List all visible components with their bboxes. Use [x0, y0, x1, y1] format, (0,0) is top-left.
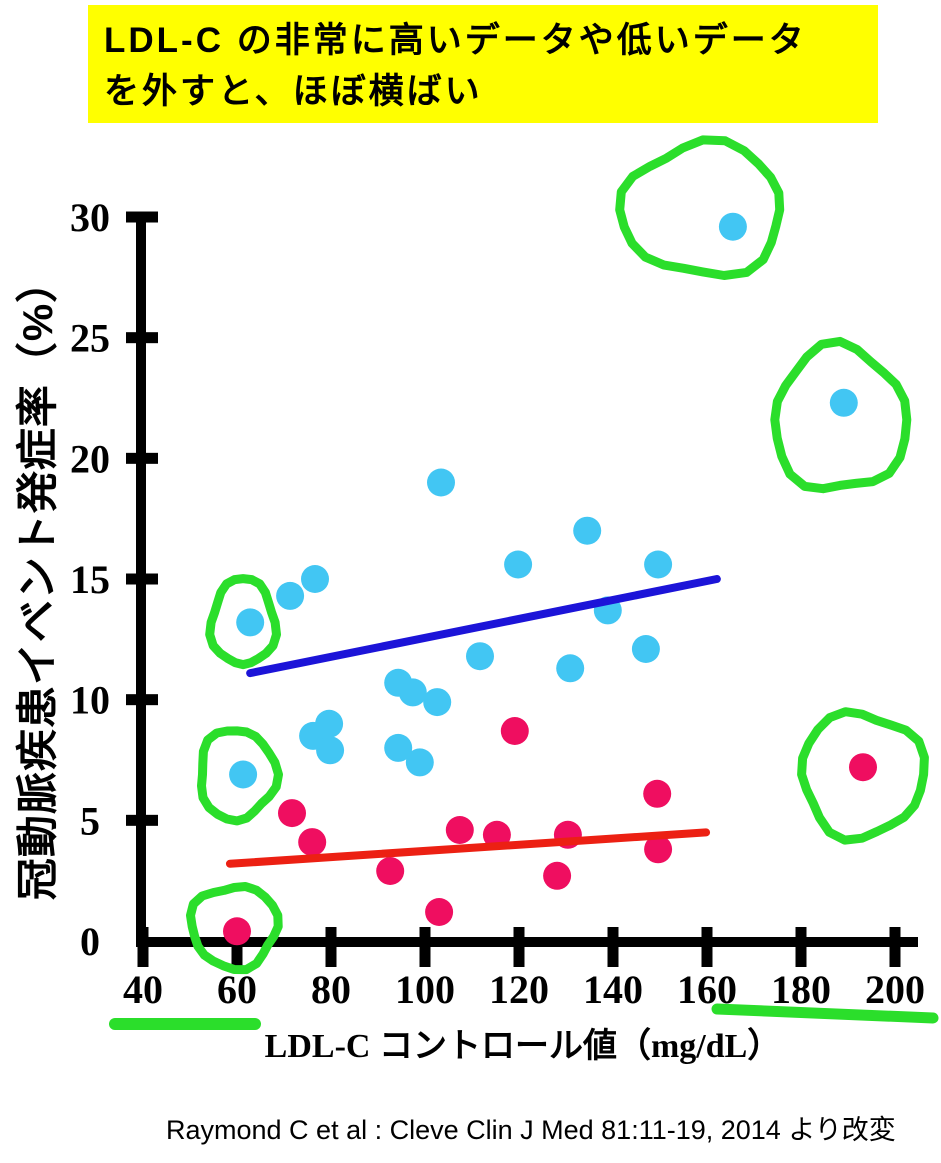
title-line1: LDL-C の非常に高いデータや低いデータ	[104, 21, 807, 60]
blue-group-point-2	[276, 581, 305, 610]
red-group-point-8	[543, 861, 572, 890]
blue-group-point-3	[301, 565, 329, 593]
y-tick-label-15: 15	[70, 557, 110, 602]
highlight-circle-6	[797, 707, 929, 845]
blue-group-point-5	[504, 550, 533, 579]
highlight-circle-3	[186, 882, 283, 975]
red-group-point-5	[445, 816, 474, 844]
x-tick-180	[795, 927, 807, 967]
x-tick-label-180: 180	[771, 967, 831, 1012]
x-axis-line	[136, 937, 918, 947]
red-group-point-7	[500, 717, 529, 745]
blue-group-point-9	[466, 642, 494, 671]
x-axis-title: LDL-C コントロール値（mg/dL）	[265, 1026, 782, 1065]
x-tick-200	[889, 927, 901, 967]
x-tick-120	[513, 927, 525, 967]
x-tick-label-140: 140	[583, 967, 643, 1012]
red-trend	[225, 828, 711, 868]
highlight-circle-1	[205, 574, 281, 670]
y-tick-label-30: 30	[70, 195, 110, 240]
x-tick-label-200: 200	[865, 967, 925, 1012]
blue-group-point-4	[427, 468, 455, 497]
y-tick-label-25: 25	[70, 316, 110, 361]
blue-group-point-17	[316, 736, 345, 765]
x-tick-label-40: 40	[123, 967, 163, 1012]
y-tick-30	[126, 211, 158, 223]
x-tick-label-120: 120	[489, 967, 549, 1012]
highlight-underline-2	[711, 1003, 939, 1024]
blue-group-point-1	[236, 608, 265, 637]
blue-trend	[246, 575, 721, 678]
y-tick-25	[126, 332, 158, 344]
y-tick-label-0: 0	[80, 919, 100, 964]
citation-text: Raymond C et al : Cleve Clin J Med 81:11…	[166, 1115, 896, 1145]
y-tick-10	[126, 694, 158, 706]
red-group-point-13	[849, 753, 877, 782]
blue-group-point-10	[556, 654, 585, 683]
y-tick-15	[126, 573, 158, 585]
y-axis-title: 冠動脈疾患イベント発症率（%）	[14, 260, 61, 900]
blue-group-point-18	[384, 733, 413, 762]
red-group-point-10	[643, 779, 672, 808]
red-group-point-4	[425, 898, 454, 926]
y-tick-label-10: 10	[70, 678, 110, 723]
blue-group-point-6	[573, 516, 602, 545]
x-tick-label-60: 60	[217, 967, 257, 1012]
y-tick-20	[126, 452, 158, 464]
x-tick-160	[701, 927, 713, 967]
red-group-point-3	[376, 857, 405, 885]
x-tick-label-100: 100	[395, 967, 455, 1012]
red-group-point-12	[223, 917, 251, 946]
x-tick-80	[325, 927, 337, 967]
blue-group-point-13	[398, 678, 427, 707]
x-tick-40	[137, 927, 149, 967]
x-tick-60	[231, 927, 243, 967]
blue-group-point-20	[229, 760, 258, 789]
y-tick-label-5: 5	[80, 798, 100, 843]
highlight-circle-2	[197, 726, 283, 826]
y-tick-label-20: 20	[70, 436, 110, 481]
highlight-circle-5	[770, 336, 912, 494]
red-group-point-1	[278, 799, 306, 828]
blue-group-point-19	[405, 748, 434, 777]
blue-group-point-21	[718, 212, 747, 241]
x-tick-140	[607, 927, 619, 967]
blue-group-point-22	[829, 388, 858, 417]
blue-group-point-11	[631, 635, 660, 663]
y-tick-5	[126, 814, 158, 826]
blue-group-point-7	[644, 550, 673, 579]
red-group-point-11	[644, 835, 673, 864]
blue-group-point-14	[423, 688, 452, 717]
title-line2: を外すと、ほぼ横ばい	[104, 72, 483, 111]
x-tick-100	[419, 927, 431, 967]
x-tick-label-80: 80	[311, 967, 351, 1012]
title-banner: LDL-C の非常に高いデータや低いデータ を外すと、ほぼ横ばい	[88, 5, 878, 123]
red-group-point-2	[298, 828, 327, 857]
highlight-circle-4	[615, 135, 785, 280]
